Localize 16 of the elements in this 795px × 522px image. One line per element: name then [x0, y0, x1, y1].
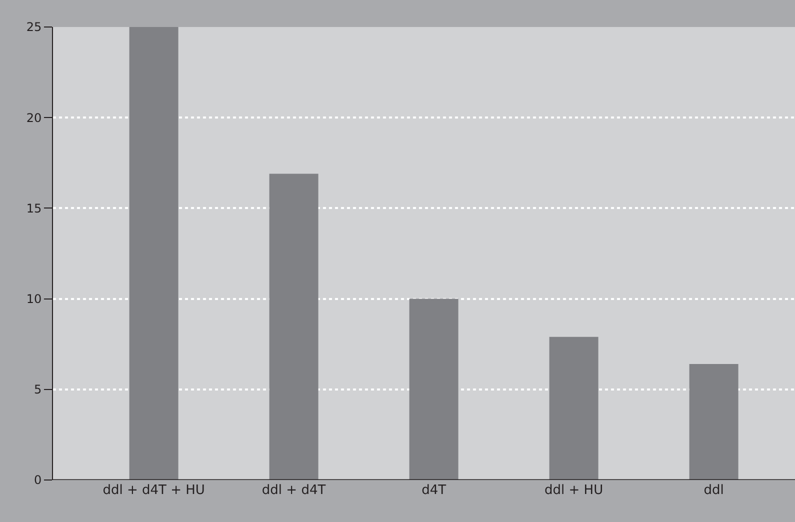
bar [689, 364, 738, 480]
x-tick-label: d4T [422, 483, 446, 498]
y-tick-label: 20 [26, 110, 42, 125]
bar [409, 298, 458, 480]
bar [549, 336, 598, 480]
x-tick-label: ddl [704, 483, 724, 498]
y-tick-label: 0 [34, 473, 42, 488]
y-tick-label: 10 [26, 292, 42, 306]
y-tick-label: 15 [26, 201, 42, 216]
y-tick-label: 5 [34, 382, 42, 397]
bar [269, 174, 318, 480]
x-tick-label: ddl + d4T [262, 483, 326, 498]
bar [129, 27, 178, 480]
y-tick-label: 25 [26, 20, 42, 34]
x-tick-label: ddl + d4T + HU [102, 483, 205, 498]
x-tick-label: ddl + HU [544, 483, 604, 498]
